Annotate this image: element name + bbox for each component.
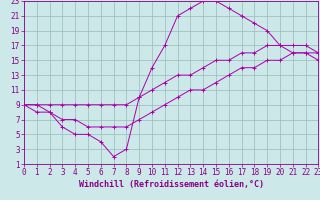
X-axis label: Windchill (Refroidissement éolien,°C): Windchill (Refroidissement éolien,°C) — [79, 180, 264, 189]
